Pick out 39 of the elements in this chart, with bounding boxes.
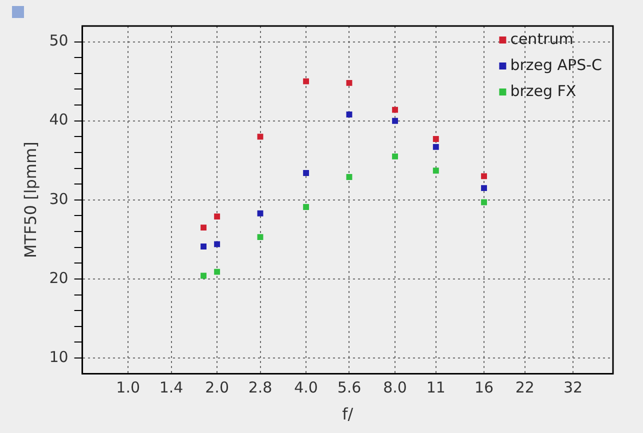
point — [346, 112, 352, 118]
legend-label: brzeg FX — [510, 82, 576, 100]
x-tick-label: 22 — [515, 378, 534, 397]
x-tick-label: 8.0 — [383, 378, 407, 397]
point — [214, 268, 220, 275]
x-tick-label: 1.4 — [159, 378, 184, 397]
x-tick-label: 32 — [563, 378, 583, 397]
x-tick-label: 1.0 — [116, 378, 140, 397]
point — [214, 241, 220, 248]
point — [481, 199, 487, 206]
x-tick-label: 16 — [474, 378, 494, 397]
point — [481, 173, 487, 180]
x-tick-label: 2.8 — [248, 378, 272, 397]
point — [303, 204, 310, 210]
point — [257, 210, 264, 216]
point — [392, 118, 398, 124]
legend-label: centrum — [510, 30, 574, 48]
y-tick-label: 40 — [49, 110, 68, 129]
legend-label: brzeg APS-C — [510, 56, 602, 74]
x-tick-label: 5.6 — [337, 378, 362, 397]
y-tick-label: 10 — [49, 348, 68, 366]
point — [346, 174, 352, 180]
y-tick-label: 30 — [49, 190, 68, 208]
x-tick-label: 4.0 — [294, 378, 318, 397]
y-tick-label: 50 — [49, 32, 68, 50]
point — [481, 185, 487, 192]
point — [392, 106, 398, 113]
point — [346, 80, 352, 86]
point — [257, 234, 264, 240]
point — [257, 134, 264, 140]
point — [303, 78, 310, 84]
x-axis-title: f/ — [342, 404, 354, 424]
point — [303, 170, 310, 176]
y-tick-label: 20 — [49, 268, 68, 287]
x-tick-label: 11 — [426, 378, 446, 397]
x-tick-label: 2.0 — [205, 378, 229, 397]
point — [214, 214, 220, 220]
point — [392, 153, 398, 160]
y-axis-title: MTF50 [lpmm] — [20, 142, 40, 258]
